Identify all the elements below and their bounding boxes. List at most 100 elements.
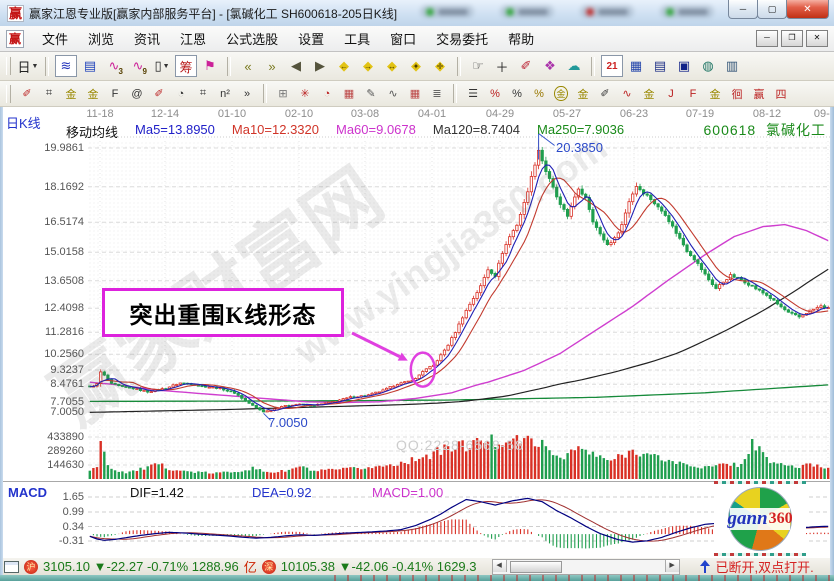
mdi-close-button[interactable]: ✕	[806, 30, 828, 47]
wave-chart-icon[interactable]: ≋	[55, 55, 77, 77]
parallel-lines-icon[interactable]: ≣	[432, 88, 442, 100]
candle-style-icon[interactable]: ▯ ▼	[154, 58, 170, 73]
mdi-restore-button[interactable]: ❐	[781, 30, 803, 47]
time-circle-icon[interactable]: ◔	[177, 87, 185, 100]
j-angle-icon[interactable]: J	[668, 87, 674, 100]
gold-grid2-icon[interactable]: 金	[87, 88, 99, 101]
connection-antenna-icon[interactable]	[699, 560, 711, 573]
net-sync-icon[interactable]: ◍	[702, 58, 714, 73]
scroll-right-arrow[interactable]: ▶	[664, 559, 679, 572]
diamond-expand-icon[interactable]: ◆ ✦	[411, 58, 421, 73]
percent-lines-icon[interactable]: %	[534, 87, 544, 100]
menu-item-交易委托[interactable]: 交易委托	[436, 32, 489, 47]
gold-angle2-icon[interactable]: 金	[709, 88, 721, 101]
zigzag-tool-icon[interactable]: ∿	[388, 88, 398, 100]
wave-overlay-icon[interactable]: ∿	[622, 88, 632, 100]
menu-item-窗口[interactable]: 窗口	[390, 32, 417, 47]
k-period-selector-icon[interactable]: 日 ▼	[17, 59, 39, 75]
shanghai-exchange-icon[interactable]: 沪	[24, 559, 38, 574]
percent-tool-icon[interactable]: %	[512, 87, 522, 100]
maximize-button[interactable]: ▢	[757, 0, 787, 19]
menu-item-浏览[interactable]: 浏览	[88, 32, 115, 47]
save-icon[interactable]: ▣	[677, 58, 691, 73]
hand-tool-icon[interactable]: ☞	[472, 58, 484, 73]
diamond-all-icon[interactable]: ◆ ✛	[435, 58, 445, 73]
gann360-logo-circle: gann 360	[727, 486, 793, 551]
fibonacci-grid-icon[interactable]: F	[111, 87, 119, 100]
street-angle-icon[interactable]: 徊	[731, 88, 743, 101]
macd-tick-label: -0.31	[58, 535, 84, 547]
notepad-icon[interactable]: ▤	[653, 58, 667, 73]
close-button[interactable]: ✕	[786, 0, 829, 19]
wave-cloud-icon[interactable]: ☁	[567, 58, 581, 73]
menu-item-公式选股[interactable]: 公式选股	[226, 32, 279, 47]
menu-item-江恩[interactable]: 江恩	[180, 32, 207, 47]
scroll-left-arrow[interactable]: ◀	[492, 559, 507, 572]
gold-grid-icon[interactable]: 金	[65, 88, 77, 101]
angle-brush-icon[interactable]: ✐	[154, 88, 164, 100]
menu-item-帮助[interactable]: 帮助	[508, 32, 535, 47]
red-grid-icon[interactable]: ▦	[409, 88, 421, 100]
connection-status-text[interactable]: 已断开,双点打开.	[715, 560, 814, 575]
status-dot-icon	[506, 7, 514, 16]
n-square-icon[interactable]: n²	[220, 87, 230, 100]
spiral-tool-icon[interactable]: @	[131, 87, 143, 100]
price-grid-icon[interactable]: ⌗	[199, 87, 207, 99]
menu-item-工具[interactable]: 工具	[344, 32, 371, 47]
title-status-badge	[420, 5, 474, 18]
diamond-hmove-icon[interactable]: ◆ ↔	[387, 58, 397, 73]
ray-fan-icon[interactable]: ✳	[300, 88, 310, 100]
title-status-badge	[580, 5, 634, 18]
shenzhen-exchange-icon[interactable]: 深	[261, 559, 276, 574]
next-bar-icon[interactable]: ▶	[315, 58, 325, 73]
info-board-icon[interactable]: ▤	[83, 58, 97, 73]
win-angle-icon[interactable]: 赢	[753, 88, 765, 101]
brush-tool-icon[interactable]: ✐	[22, 88, 32, 100]
ruler-scale-icon[interactable]: ☰	[468, 88, 478, 100]
gann-flower-icon[interactable]: ❖	[544, 58, 556, 73]
gann-box-icon[interactable]: ▦	[343, 88, 355, 100]
scrollbar-thumb[interactable]	[509, 560, 562, 573]
minimize-button[interactable]: ─	[728, 0, 758, 19]
mdi-minimize-button[interactable]: ─	[756, 30, 778, 47]
goto-first-icon[interactable]: «	[244, 58, 252, 74]
gann-fan-icon[interactable]: ◔	[323, 87, 331, 100]
f-angle-icon[interactable]: F	[689, 87, 697, 100]
crosshair-tool-icon[interactable]: ＋	[495, 59, 509, 75]
remote-pc-icon[interactable]: ▥	[725, 58, 739, 73]
menu-item-设置[interactable]: 设置	[298, 32, 325, 47]
macd-pane-label: MACD	[8, 485, 47, 500]
ma-value: Ma250=7.9036	[536, 122, 625, 137]
date-tick-label: 01-10	[217, 108, 247, 120]
chart-horizontal-scrollbar[interactable]: ◀ ▶	[491, 558, 680, 575]
gold-angle-icon[interactable]: 金	[643, 88, 655, 101]
diamond-right-icon[interactable]: ◆ →	[363, 58, 373, 73]
chip-distribution-icon[interactable]: 筹	[175, 55, 197, 77]
window-border-right	[830, 26, 834, 575]
window-frame-icon[interactable]: ⊞	[278, 88, 288, 100]
trend-pen-icon[interactable]: ✎	[366, 88, 376, 100]
goto-last-icon[interactable]: »	[268, 58, 276, 74]
more-tools-icon[interactable]: »	[243, 87, 251, 100]
calendar-status-icon[interactable]	[4, 560, 19, 573]
price-tick-label: 7.0050	[50, 406, 84, 419]
grid-tool-icon[interactable]: ⌗	[45, 87, 53, 99]
four-angle-icon[interactable]: 四	[775, 88, 787, 101]
signal-flag-icon[interactable]: ⚑	[204, 58, 216, 73]
calendar-icon[interactable]: 21	[601, 55, 623, 77]
volume-tick-label: 289260	[47, 445, 84, 457]
calculator-icon[interactable]: ▦	[629, 58, 643, 73]
measure-pen-icon[interactable]: ✐	[520, 58, 532, 73]
menu-item-文件[interactable]: 文件	[42, 32, 69, 47]
gold-lines-icon[interactable]: 金	[577, 88, 589, 101]
wave-count-9-icon[interactable]: ∿ 9	[132, 58, 147, 76]
price-pen-icon[interactable]: ✐	[600, 88, 610, 100]
diamond-left-icon[interactable]: ◆ ←	[339, 58, 349, 73]
wave-count-3-icon[interactable]: ∿ 3	[108, 58, 123, 76]
prev-bar-icon[interactable]: ◀	[291, 58, 301, 73]
percent-triangle-icon[interactable]: %	[490, 87, 500, 100]
period-label: 日K线	[6, 116, 41, 131]
menu-item-资讯[interactable]: 资讯	[134, 32, 161, 47]
gold-circle-icon[interactable]: 金	[551, 84, 571, 104]
chart-canvas[interactable]	[0, 107, 834, 557]
